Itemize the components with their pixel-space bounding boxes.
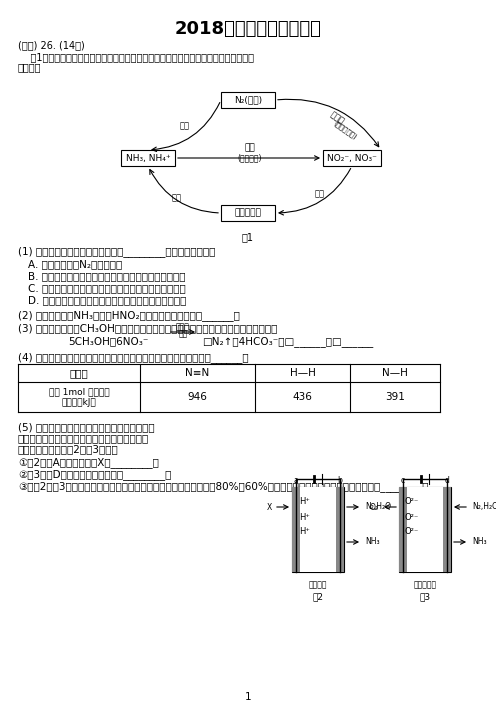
- Text: 氮离子导体: 氮离子导体: [414, 580, 436, 589]
- Text: 细菌: 细菌: [179, 329, 187, 338]
- Text: 同化: 同化: [315, 190, 325, 199]
- Text: N—H: N—H: [382, 368, 408, 378]
- Text: d: d: [444, 476, 449, 485]
- Text: O²⁻: O²⁻: [405, 512, 419, 522]
- Text: □N₂↑＋4HCO₃⁻＋□______＋□______: □N₂↑＋4HCO₃⁻＋□______＋□______: [202, 336, 373, 347]
- Text: H—H: H—H: [290, 368, 315, 378]
- Bar: [221, 205, 275, 221]
- Text: NO₂⁻, NO₃⁻: NO₂⁻, NO₃⁻: [327, 154, 377, 162]
- Text: NH₃: NH₃: [472, 538, 487, 546]
- Text: 反祀化: 反祀化: [176, 322, 190, 331]
- Text: 有望代替传统的工业合成氨工艺。电解合成氨的: 有望代替传统的工业合成氨工艺。电解合成氨的: [18, 433, 149, 443]
- Bar: [336, 487, 344, 572]
- Text: D. 同化、氨化过程中，氮元素均从无机物转移至有机物: D. 同化、氨化过程中，氮元素均从无机物转移至有机物: [28, 295, 186, 305]
- Text: a: a: [294, 476, 299, 485]
- Text: 1: 1: [245, 692, 251, 702]
- Text: (反祀化细菌): (反祀化细菌): [332, 119, 358, 140]
- Text: N₂,H₂O: N₂,H₂O: [365, 503, 391, 512]
- Text: B. 在祀化细菌作用下发生的祀化过程需要有氧化剂参与: B. 在祀化细菌作用下发生的祀化过程需要有氧化剂参与: [28, 271, 186, 281]
- Text: 391: 391: [385, 392, 405, 402]
- Text: 质转化。: 质转化。: [18, 62, 42, 72]
- Text: N₂(大气): N₂(大气): [234, 95, 262, 105]
- Text: b: b: [338, 476, 342, 485]
- Text: 动植物蛋白: 动植物蛋白: [235, 208, 261, 218]
- Text: N≡N: N≡N: [186, 368, 210, 378]
- Text: NH₃: NH₃: [365, 538, 379, 546]
- Bar: [323, 150, 381, 166]
- Bar: [300, 487, 336, 572]
- Text: 2018年各区一模试题汇编: 2018年各区一模试题汇编: [175, 20, 321, 38]
- Text: C. 反祀化过程有助于弥补人工固氮对氮循环造成的影响: C. 反祀化过程有助于弥补人工固氮对氮循环造成的影响: [28, 283, 186, 293]
- Text: (3) 反祀化过程中，CH₃OH可作为反应的还原剂，请将该反应的离子方程式补充完整：: (3) 反祀化过程中，CH₃OH可作为反应的还原剂，请将该反应的离子方程式补充完…: [18, 323, 277, 333]
- Text: 共价键: 共价键: [69, 368, 88, 378]
- Bar: [407, 487, 443, 572]
- Bar: [121, 150, 175, 166]
- Text: 反祀化: 反祀化: [328, 110, 345, 126]
- Bar: [292, 487, 344, 572]
- Text: (2) 祀化过程中，NH₃转化成HNO₂的反应的化学方程式为______。: (2) 祀化过程中，NH₃转化成HNO₂的反应的化学方程式为______。: [18, 310, 240, 321]
- Text: (海淀) 26. (14分): (海淀) 26. (14分): [18, 40, 85, 50]
- Text: N₂,H₂O: N₂,H₂O: [472, 503, 496, 512]
- Text: 固氮: 固氮: [180, 121, 190, 131]
- Text: 断开 1mol 共价键所
需能量（kJ）: 断开 1mol 共价键所 需能量（kJ）: [49, 388, 109, 406]
- Text: O₂: O₂: [370, 503, 379, 512]
- Text: 图1所示的氮循环是生态系统物质循环的重要组成部分，人类活动加剧了氮循环中的物: 图1所示的氮循环是生态系统物质循环的重要组成部分，人类活动加剧了氮循环中的物: [18, 52, 254, 62]
- Text: 图1: 图1: [242, 232, 254, 242]
- Text: 质子导体: 质子导体: [309, 580, 327, 589]
- Text: (5) 电解法合成氨因其原料转化率大幅度提高，: (5) 电解法合成氨因其原料转化率大幅度提高，: [18, 422, 155, 432]
- Text: c: c: [401, 476, 405, 485]
- Bar: [221, 92, 275, 108]
- Text: H⁺: H⁺: [300, 527, 310, 536]
- Text: ②图3中，D电极上的电极反应式为________。: ②图3中，D电极上的电极反应式为________。: [18, 469, 172, 480]
- Text: 946: 946: [187, 392, 207, 402]
- Text: X: X: [267, 503, 272, 512]
- Text: O²⁻: O²⁻: [405, 498, 419, 507]
- Bar: [443, 487, 451, 572]
- Text: 5CH₃OH＋6NO₃⁻: 5CH₃OH＋6NO₃⁻: [68, 336, 148, 346]
- Text: ①图2中，A电极上通入的X为________。: ①图2中，A电极上通入的X为________。: [18, 457, 159, 468]
- Text: (4) 利用下表数据进行估算，写出工业合成氨反应的热化学方程式：______。: (4) 利用下表数据进行估算，写出工业合成氨反应的热化学方程式：______。: [18, 352, 248, 363]
- Text: ③若图2和图3装置的通电时间相同，电流强度相同，电解效率分别为80%和60%，两种装置中产生氨气的物质的量之比为________。: ③若图2和图3装置的通电时间相同，电流强度相同，电解效率分别为80%和60%，两…: [18, 481, 429, 492]
- Text: 两种原理及装置如图2和图3所示。: 两种原理及装置如图2和图3所示。: [18, 444, 119, 454]
- Text: 氨化: 氨化: [172, 194, 182, 202]
- Text: H⁺: H⁺: [300, 512, 310, 522]
- Text: H⁺: H⁺: [300, 498, 310, 507]
- Text: NH₃, NH₄⁺: NH₃, NH₄⁺: [125, 154, 170, 162]
- Text: 祀化: 祀化: [245, 143, 255, 152]
- Text: (1) 结合上图判断下列说法正确的是________（填字母序号）。: (1) 结合上图判断下列说法正确的是________（填字母序号）。: [18, 246, 215, 257]
- Bar: [399, 487, 451, 572]
- Text: 436: 436: [293, 392, 312, 402]
- Text: A. 固氮过程中，N₂只做氧化剂: A. 固氮过程中，N₂只做氧化剂: [28, 259, 122, 269]
- Text: (祀化细菌): (祀化细菌): [238, 154, 262, 162]
- Text: O²⁻: O²⁻: [405, 527, 419, 536]
- Text: 图2: 图2: [312, 592, 323, 601]
- Text: 图3: 图3: [420, 592, 431, 601]
- Bar: [399, 487, 407, 572]
- Bar: [292, 487, 300, 572]
